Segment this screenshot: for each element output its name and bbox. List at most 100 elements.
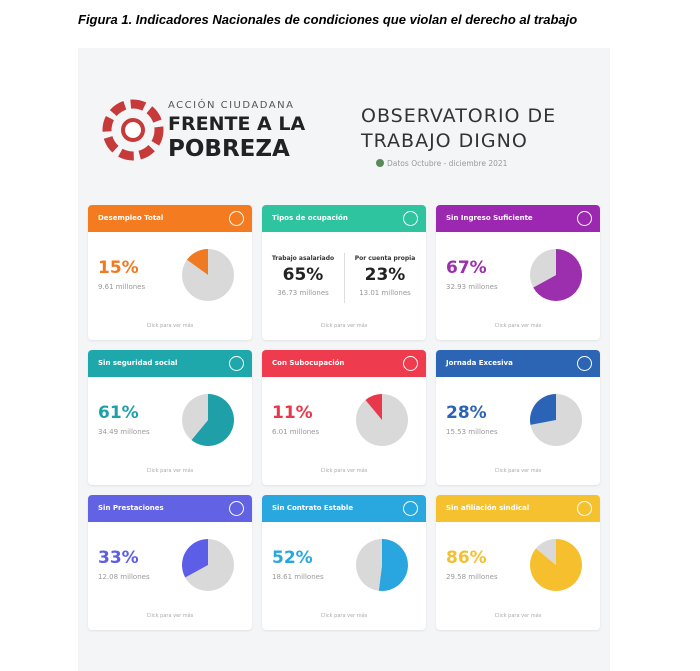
count: 12.08 millones (98, 573, 150, 581)
card-icon (577, 356, 592, 371)
logo-line3: POBREZA (168, 136, 290, 162)
indicator-card: Desempleo Total 15% 9.61 millones Click par… (88, 205, 252, 340)
indicator-card: Jornada Excesiva 28% 15.53 millones Click p… (436, 350, 600, 485)
item-value: 65% (282, 265, 324, 285)
percent: 67% (446, 258, 487, 278)
more-link[interactable]: Click para ver más (494, 323, 542, 329)
card-icon (229, 211, 244, 226)
item-count: 36.73 millones (277, 289, 329, 297)
pie-slice (530, 394, 556, 425)
pie-slice (182, 539, 208, 578)
dashboard: ACCIÓN CIUDADANA FRENTE A LA POBREZA OBS… (78, 48, 610, 671)
pie-chart (355, 539, 408, 591)
card-title: Sin afiliación sindical (446, 504, 530, 512)
pie-chart (530, 539, 582, 591)
percent: 28% (446, 403, 487, 423)
pie-slice (186, 249, 208, 275)
card-header: Con Subocupación (262, 350, 426, 377)
banner: ACCIÓN CIUDADANA FRENTE A LA POBREZA OBS… (102, 98, 556, 168)
card-header: Sin afiliación sindical (436, 495, 600, 522)
card-icon (229, 501, 244, 516)
pie-chart (182, 249, 234, 301)
logo-icon (102, 99, 164, 161)
percent: 11% (272, 403, 313, 423)
indicator-card: Sin afiliación sindical 86% 29.58 millones… (436, 495, 600, 630)
more-link[interactable]: Click para ver más (320, 468, 368, 474)
more-link[interactable]: Click para ver más (494, 613, 542, 619)
count: 18.61 millones (272, 573, 324, 581)
indicator-card: Con Subocupación 11% 6.01 millones Click pa… (262, 350, 426, 485)
count: 32.93 millones (446, 283, 498, 291)
percent: 86% (446, 548, 487, 568)
indicator-card: Sin Prestaciones 33% 12.08 millones Click p… (88, 495, 252, 630)
date-icon (376, 159, 384, 167)
card-icon (229, 356, 244, 371)
indicator-card: Sin seguridad social 61% 34.49 millones Cli… (88, 350, 252, 485)
count: 15.53 millones (446, 428, 498, 436)
percent: 15% (98, 258, 139, 278)
pie-chart (182, 394, 234, 446)
card-header: Sin Contrato Estable (262, 495, 426, 522)
pie-rest (355, 539, 382, 591)
count: 29.58 millones (446, 573, 498, 581)
more-link[interactable]: Click para ver más (320, 323, 368, 329)
pie-slice (378, 539, 408, 591)
logo-line1: ACCIÓN CIUDADANA (168, 98, 294, 111)
percent: 52% (272, 548, 313, 568)
item-value: 23% (364, 265, 406, 285)
divider (344, 253, 345, 303)
observatory-line1: OBSERVATORIO DE (361, 105, 556, 127)
card-header: Desempleo Total (88, 205, 252, 232)
pie-rest (530, 249, 556, 288)
pie-slice (533, 249, 582, 301)
item-label: Trabajo asalariado (271, 255, 335, 262)
card-title: Sin Contrato Estable (272, 504, 354, 512)
card-icon (403, 211, 418, 226)
pie-slice (365, 394, 382, 420)
more-link[interactable]: Click para ver más (146, 468, 194, 474)
count: 9.61 millones (98, 283, 146, 291)
pie-chart (530, 249, 582, 301)
card-title: Jornada Excesiva (446, 359, 513, 367)
pie-rest (185, 539, 234, 591)
more-link[interactable]: Click para ver más (146, 613, 194, 619)
count: 6.01 millones (272, 428, 320, 436)
item-count: 13.01 millones (359, 289, 411, 297)
indicator-card: Sin Contrato Estable 52% 18.61 millones Cli… (262, 495, 426, 630)
card-title: Con Subocupación (272, 359, 345, 367)
pie-chart (530, 394, 582, 446)
count: 34.49 millones (98, 428, 150, 436)
card-header: Sin seguridad social (88, 350, 252, 377)
card-icon (403, 501, 418, 516)
pie-chart (182, 539, 234, 591)
more-link[interactable]: Click para ver más (320, 613, 368, 619)
indicator-card: Tipos de ocupación Trabajo asalariado 65% 3… (262, 205, 426, 340)
figure-title: Figura 1. Indicadores Nacionales de cond… (78, 12, 578, 27)
more-link[interactable]: Click para ver más (494, 468, 542, 474)
more-link[interactable]: Click para ver más (146, 323, 194, 329)
pie-rest (530, 394, 582, 446)
card-header: Sin Ingreso Suficiente (436, 205, 600, 232)
card-header: Sin Prestaciones (88, 495, 252, 522)
card-title: Sin Prestaciones (98, 504, 164, 512)
observatory-line2: TRABAJO DIGNO (360, 130, 528, 152)
pie-rest (182, 394, 208, 441)
indicator-card: Sin Ingreso Suficiente 67% 32.93 millones C… (436, 205, 600, 340)
card-header: Jornada Excesiva (436, 350, 600, 377)
pie-chart (356, 394, 408, 446)
percent: 61% (98, 403, 139, 423)
card-icon (577, 211, 592, 226)
observatory-date: Datos Octubre - diciembre 2021 (387, 159, 508, 168)
pie-slice (191, 394, 234, 446)
card-title: Sin seguridad social (98, 359, 178, 367)
percent: 33% (98, 548, 139, 568)
card-icon (577, 501, 592, 516)
card-title: Tipos de ocupación (272, 214, 348, 222)
logo-line2: FRENTE A LA (168, 113, 305, 135)
item-label: Por cuenta propia (354, 255, 416, 262)
card-icon (403, 356, 418, 371)
card-header: Tipos de ocupación (262, 205, 426, 232)
card-title: Desempleo Total (98, 214, 164, 222)
pie-rest (535, 539, 556, 565)
